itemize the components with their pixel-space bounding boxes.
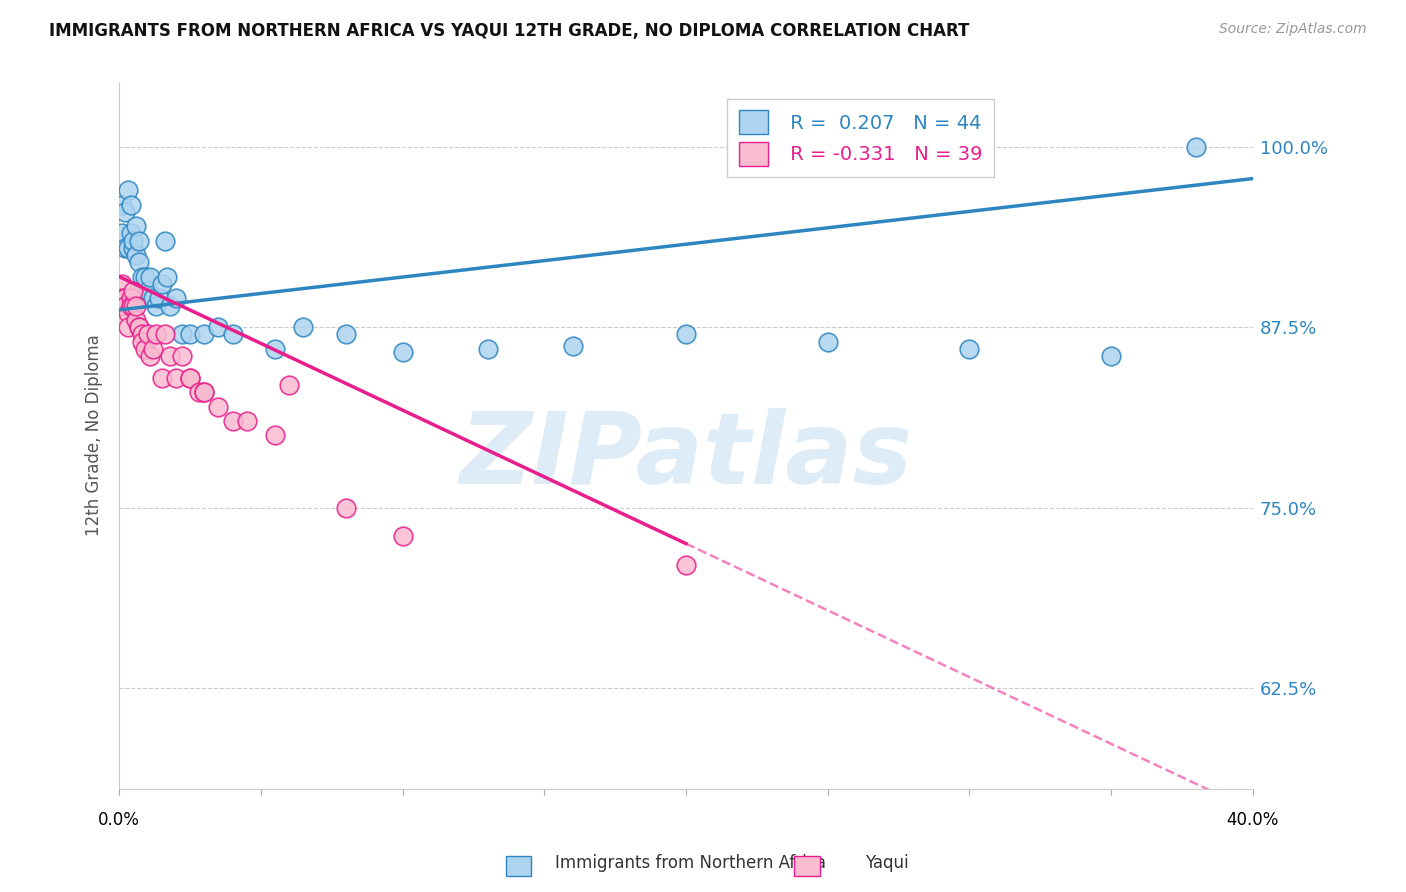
Point (391, 344, 413, 359)
Point (1099, 349, 1122, 363)
Point (187, 385, 209, 400)
Point (136, 291, 159, 305)
Point (134, 269, 156, 284)
Point (153, 327, 176, 342)
Point (125, 299, 148, 313)
Point (120, 299, 142, 313)
Point (165, 370, 187, 384)
Point (335, 327, 357, 342)
Point (817, 334, 839, 349)
Point (264, 342, 287, 356)
Point (128, 320, 150, 334)
Point (193, 327, 215, 342)
Text: Source: ZipAtlas.com: Source: ZipAtlas.com (1219, 22, 1367, 37)
Point (122, 299, 145, 313)
Point (170, 327, 193, 342)
Point (120, 227, 142, 241)
Point (159, 299, 181, 313)
Point (139, 349, 162, 363)
Point (125, 219, 148, 234)
Point (117, 320, 139, 334)
Point (111, 277, 134, 291)
Point (207, 320, 229, 334)
Text: ZIPatlas: ZIPatlas (460, 409, 912, 505)
Point (391, 529, 413, 543)
Point (1185, 140, 1208, 154)
Point (292, 320, 315, 334)
Point (159, 349, 181, 363)
Point (117, 241, 139, 255)
Point (114, 291, 136, 305)
Point (957, 342, 980, 356)
Point (136, 327, 159, 342)
Point (179, 370, 201, 384)
Point (128, 320, 150, 334)
Point (221, 414, 243, 428)
Point (193, 385, 215, 400)
Point (561, 339, 583, 353)
Point (114, 299, 136, 313)
Point (117, 183, 139, 197)
Point (142, 342, 165, 356)
Point (122, 234, 145, 248)
Point (142, 291, 165, 305)
Point (170, 349, 193, 363)
Point (131, 269, 153, 284)
Point (264, 428, 287, 442)
Point (156, 269, 179, 284)
Point (128, 255, 150, 269)
Point (120, 197, 142, 211)
Point (153, 234, 176, 248)
Y-axis label: 12th Grade, No Diploma: 12th Grade, No Diploma (86, 334, 103, 536)
Point (193, 385, 215, 400)
Point (150, 277, 173, 291)
Point (122, 284, 145, 298)
Point (179, 370, 201, 384)
Point (236, 414, 259, 428)
Point (131, 284, 153, 298)
Point (675, 327, 697, 342)
Point (128, 234, 150, 248)
Point (139, 269, 162, 284)
Point (111, 227, 134, 241)
Point (122, 241, 145, 255)
Text: Yaqui: Yaqui (865, 854, 908, 871)
Point (335, 500, 357, 515)
Text: IMMIGRANTS FROM NORTHERN AFRICA VS YAQUI 12TH GRADE, NO DIPLOMA CORRELATION CHAR: IMMIGRANTS FROM NORTHERN AFRICA VS YAQUI… (49, 22, 970, 40)
Point (114, 241, 136, 255)
Point (134, 342, 156, 356)
Point (136, 284, 159, 298)
Text: Immigrants from Northern Africa: Immigrants from Northern Africa (555, 854, 827, 871)
Point (221, 327, 243, 342)
Point (131, 334, 153, 349)
Point (675, 558, 697, 573)
Point (131, 327, 153, 342)
Point (179, 327, 201, 342)
Point (165, 291, 187, 305)
Point (117, 306, 139, 320)
Point (150, 370, 173, 384)
Point (111, 197, 134, 211)
Point (145, 327, 167, 342)
Point (125, 248, 148, 262)
Point (120, 291, 142, 305)
Text: 0.0%: 0.0% (98, 811, 141, 829)
Point (111, 291, 134, 305)
Point (207, 400, 229, 414)
Point (477, 342, 499, 356)
Legend:  R =  0.207   N = 44,  R = -0.331   N = 39: R = 0.207 N = 44, R = -0.331 N = 39 (727, 99, 994, 178)
Point (145, 299, 167, 313)
Point (148, 291, 170, 305)
Point (125, 313, 148, 327)
Point (278, 378, 301, 392)
Text: 40.0%: 40.0% (1226, 811, 1279, 829)
Point (114, 204, 136, 219)
